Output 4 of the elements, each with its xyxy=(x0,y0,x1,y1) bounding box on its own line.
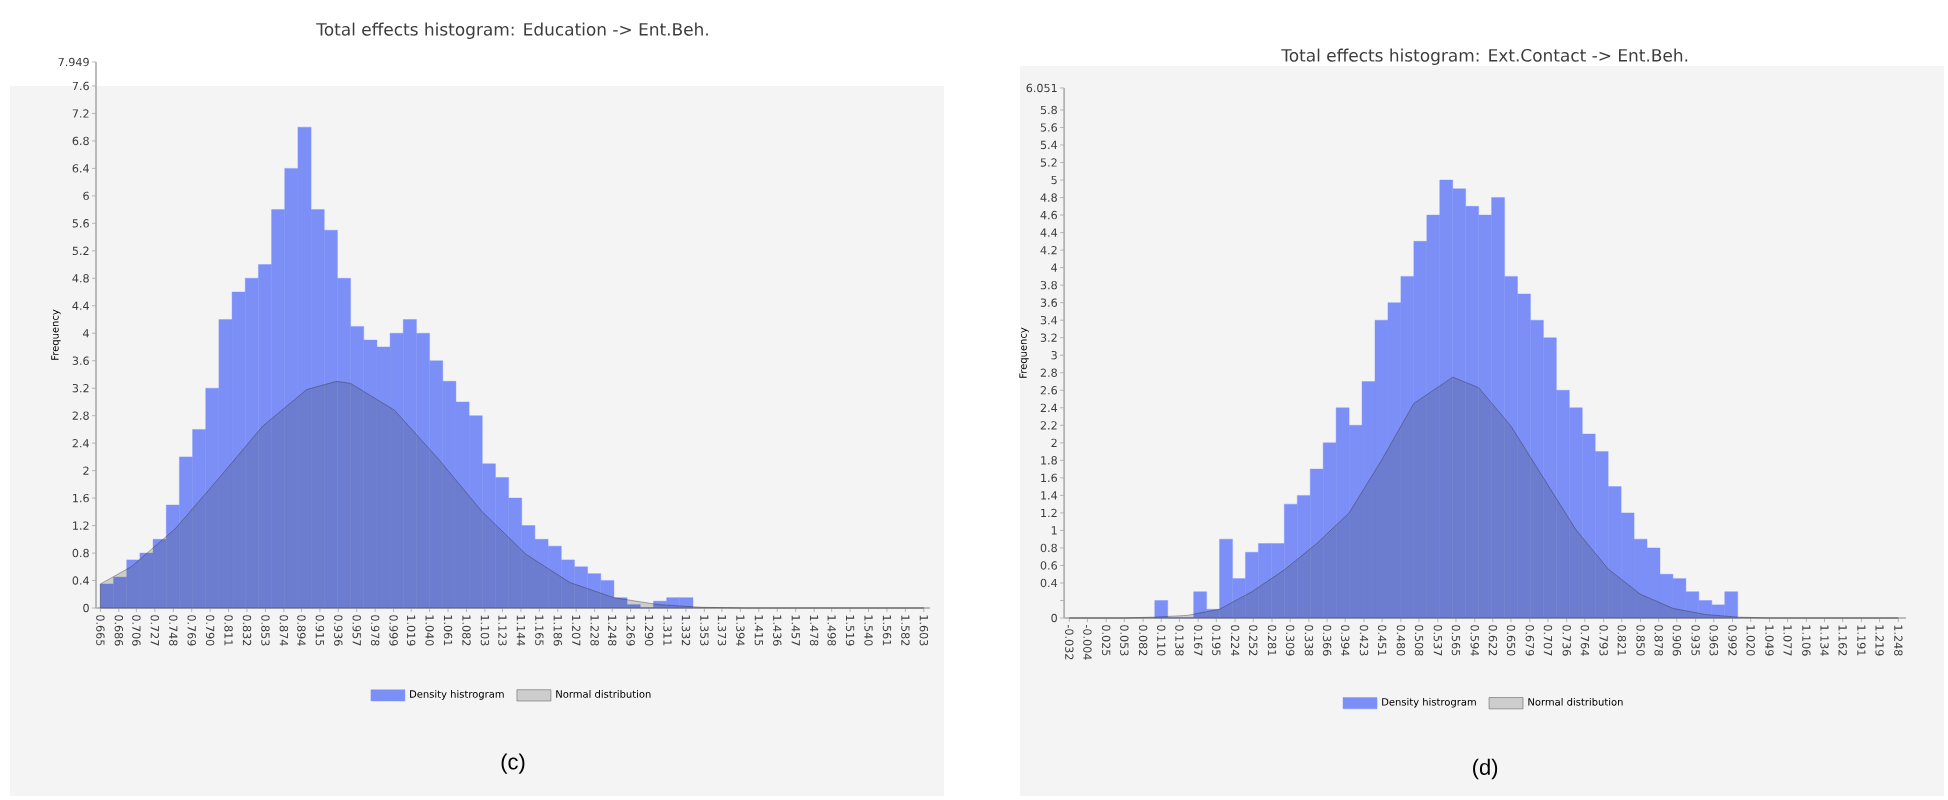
chart-title: Total effects histogram: Ext.Contact -> Ent.Beh. xyxy=(1281,48,1688,65)
text: (d) xyxy=(1473,758,1498,780)
chart-title: Total effects histogram: Education -> Ent.Beh. xyxy=(316,22,708,40)
text: (c) xyxy=(501,753,525,774)
